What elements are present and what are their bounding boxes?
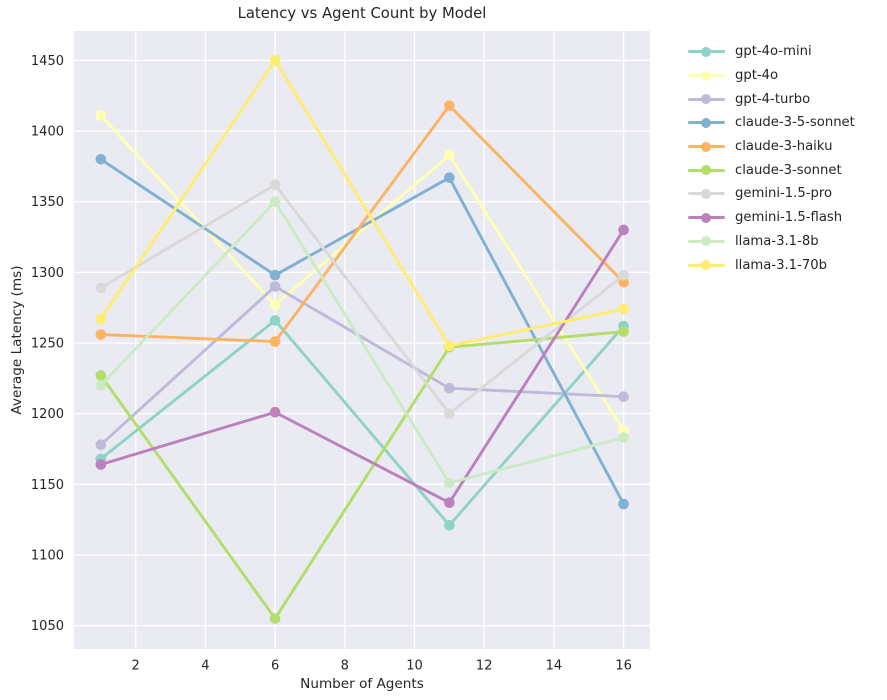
- data-point-gemini-1.5-pro: [444, 408, 455, 419]
- legend-item-claude-3-sonnet: claude-3-sonnet: [688, 158, 855, 182]
- data-point-claude-3-5-sonnet: [95, 154, 107, 165]
- legend-marker-icon: [688, 117, 725, 128]
- legend-label: llama-3.1-8b: [735, 233, 819, 249]
- legend-marker-icon: [688, 70, 725, 81]
- legend-label: llama-3.1-70b: [735, 257, 827, 273]
- data-point-gemini-1.5-flash: [95, 459, 107, 470]
- legend-marker-icon: [688, 188, 725, 199]
- legend-label: gpt-4o-mini: [735, 44, 812, 60]
- legend-marker-icon: [688, 141, 725, 152]
- data-point-gemini-1.5-pro: [618, 269, 629, 281]
- legend-marker-icon: [688, 212, 725, 223]
- data-point-gemini-1.5-pro: [269, 179, 281, 191]
- legend-item-claude-3-haiku: claude-3-haiku: [688, 135, 855, 159]
- data-point-claude-3-5-sonnet: [269, 269, 281, 281]
- data-point-llama-3.1-70b: [444, 340, 455, 352]
- legend-marker-icon: [688, 94, 725, 105]
- y-tick-label: 1050: [31, 619, 64, 634]
- data-point-llama-3.1-8b: [618, 432, 629, 443]
- y-tick-label: 1350: [31, 195, 64, 210]
- legend-label: claude-3-5-sonnet: [735, 115, 855, 131]
- legend: gpt-4o-mini gpt-4o gpt-4-turbo claude-3-5-s…: [688, 40, 855, 277]
- series-line-gpt-4o: [99, 114, 626, 433]
- data-point-llama-3.1-70b: [269, 55, 281, 66]
- x-axis-label: Number of Agents: [300, 676, 424, 692]
- legend-item-gpt-4o: gpt-4o: [688, 64, 855, 88]
- series-line-claude-3-sonnet: [99, 330, 626, 620]
- series-line-claude-3-haiku: [99, 104, 626, 344]
- data-point-claude-3-haiku: [95, 329, 107, 340]
- data-point-llama-3.1-8b: [444, 477, 455, 489]
- data-point-gemini-1.5-pro: [95, 282, 107, 294]
- x-tick-label: 10: [406, 659, 423, 674]
- data-point-llama-3.1-70b: [618, 303, 629, 315]
- series-line-llama-3.1-70b: [99, 58, 626, 348]
- data-point-claude-3-5-sonnet: [618, 498, 629, 510]
- data-point-claude-3-haiku: [269, 336, 281, 347]
- legend-label: claude-3-haiku: [735, 139, 833, 155]
- series-line-gemini-1.5-flash: [99, 228, 626, 505]
- data-point-gpt-4o: [95, 110, 107, 121]
- legend-marker-icon: [688, 236, 725, 247]
- legend-marker-icon: [688, 165, 725, 176]
- legend-label: gemini-1.5-pro: [735, 186, 833, 202]
- legend-item-gpt-4-turbo: gpt-4-turbo: [688, 87, 855, 111]
- y-tick-label: 1200: [31, 407, 64, 422]
- x-tick-label: 16: [615, 659, 632, 674]
- data-point-claude-3-sonnet: [269, 613, 281, 624]
- series-line-gemini-1.5-pro: [99, 183, 626, 416]
- y-tick-label: 1300: [31, 266, 64, 281]
- y-tick-label: 1100: [31, 548, 64, 563]
- data-point-llama-3.1-70b: [95, 313, 107, 325]
- x-tick-label: 6: [271, 659, 279, 674]
- data-point-claude-3-sonnet: [95, 370, 107, 381]
- data-point-claude-3-haiku: [444, 100, 455, 111]
- data-point-gemini-1.5-flash: [444, 497, 455, 508]
- legend-marker-icon: [688, 46, 725, 57]
- chart-title: Latency vs Agent Count by Model: [237, 5, 487, 22]
- series-line-llama-3.1-8b: [99, 200, 626, 485]
- data-point-gpt-4-turbo: [444, 382, 455, 394]
- legend-label: gemini-1.5-flash: [735, 210, 843, 226]
- legend-label: gpt-4o: [735, 68, 779, 84]
- y-tick-label: 1400: [31, 125, 64, 140]
- x-tick-label: 4: [201, 659, 209, 674]
- data-point-gpt-4o-mini: [444, 519, 455, 531]
- y-tick-label: 1450: [31, 54, 64, 69]
- legend-item-gemini-1.5-pro: gemini-1.5-pro: [688, 182, 855, 206]
- x-tick-label: 14: [546, 659, 563, 674]
- legend-item-llama-3.1-70b: llama-3.1-70b: [688, 253, 855, 277]
- series-line-gpt-4o-mini: [99, 318, 626, 527]
- data-point-gemini-1.5-flash: [269, 406, 281, 418]
- data-point-gpt-4o: [269, 299, 281, 311]
- data-point-claude-3-sonnet: [618, 326, 629, 337]
- legend-marker-icon: [688, 260, 725, 271]
- y-axis-label: Average Latency (ms): [9, 265, 25, 415]
- y-tick-label: 1250: [31, 337, 64, 352]
- data-point-claude-3-5-sonnet: [444, 172, 455, 183]
- data-point-llama-3.1-8b: [95, 380, 107, 391]
- data-point-llama-3.1-8b: [269, 196, 281, 207]
- data-point-gpt-4-turbo: [95, 439, 107, 451]
- legend-item-llama-3.1-8b: llama-3.1-8b: [688, 230, 855, 254]
- legend-label: gpt-4-turbo: [735, 91, 811, 107]
- x-tick-label: 8: [341, 659, 349, 674]
- legend-item-gemini-1.5-flash: gemini-1.5-flash: [688, 206, 855, 230]
- legend-item-claude-3-5-sonnet: claude-3-5-sonnet: [688, 111, 855, 135]
- data-point-gemini-1.5-flash: [618, 224, 629, 236]
- legend-item-gpt-4o-mini: gpt-4o-mini: [688, 40, 855, 64]
- series-line-gpt-4-turbo: [99, 285, 626, 447]
- data-point-gpt-4-turbo: [618, 391, 629, 402]
- data-point-gpt-4-turbo: [269, 281, 281, 292]
- x-tick-label: 2: [132, 659, 140, 674]
- legend-label: claude-3-sonnet: [735, 162, 842, 178]
- data-point-gpt-4o-mini: [269, 315, 281, 326]
- x-tick-label: 12: [476, 659, 493, 674]
- data-point-gpt-4o: [444, 149, 455, 161]
- y-tick-label: 1150: [31, 478, 64, 493]
